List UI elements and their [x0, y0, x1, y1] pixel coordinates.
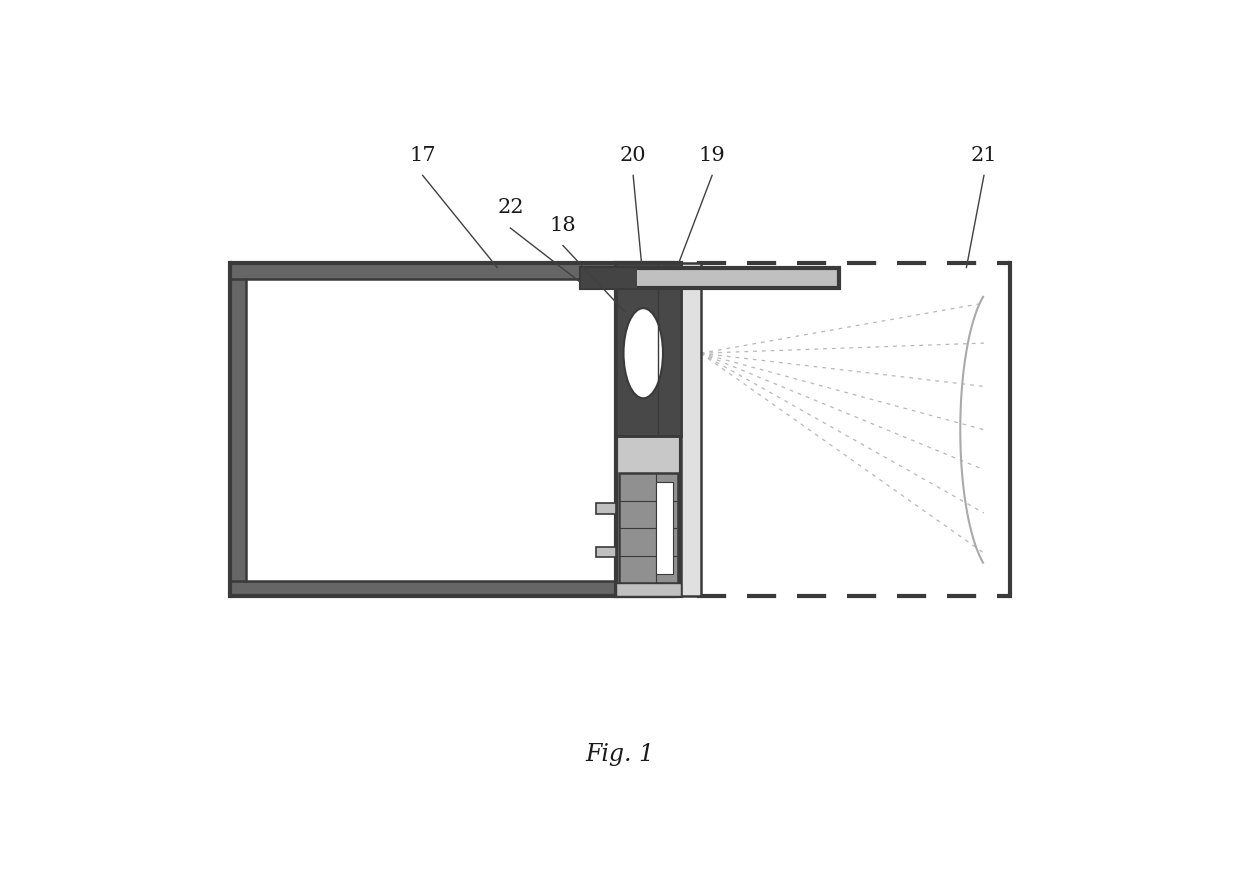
Bar: [229, 581, 647, 596]
Text: 21: 21: [971, 146, 997, 165]
Bar: [229, 263, 246, 596]
Bar: [615, 263, 682, 596]
Text: 17: 17: [409, 146, 436, 165]
Bar: [580, 268, 839, 288]
Bar: [596, 547, 615, 558]
Ellipse shape: [624, 308, 663, 398]
Text: Fig. 1: Fig. 1: [585, 743, 655, 766]
Bar: [615, 263, 682, 437]
Bar: [619, 473, 678, 583]
Bar: [615, 263, 658, 437]
Bar: [656, 481, 673, 574]
Bar: [580, 268, 637, 288]
Bar: [615, 583, 682, 596]
Text: 18: 18: [549, 216, 577, 235]
Text: 22: 22: [497, 198, 523, 217]
Bar: [229, 263, 647, 279]
Text: 19: 19: [698, 146, 725, 165]
Bar: [682, 263, 701, 596]
Bar: [596, 503, 615, 514]
Text: 20: 20: [620, 146, 646, 165]
